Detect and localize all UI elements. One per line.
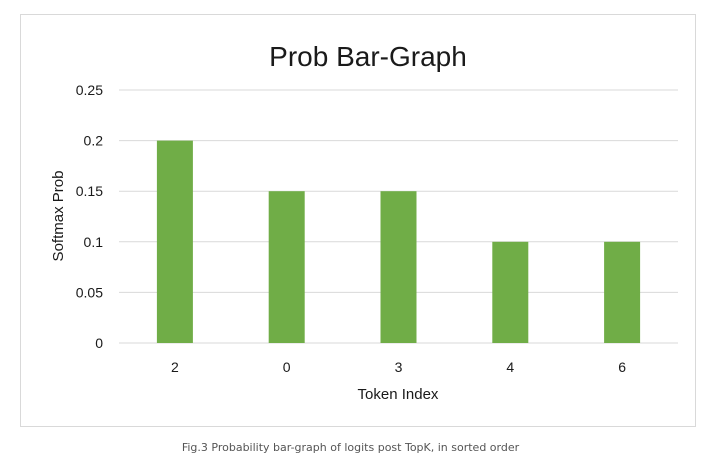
y-tick-label: 0.1 (84, 234, 104, 250)
bar-3 (380, 191, 417, 343)
bar-4 (492, 241, 529, 343)
x-tick-label: 2 (171, 359, 179, 375)
y-tick-label: 0 (95, 335, 103, 351)
x-tick-label: 6 (618, 359, 626, 375)
x-tick-label: 3 (395, 359, 403, 375)
gridlines (119, 89, 678, 344)
bar-6 (604, 241, 641, 343)
x-axis-label: Token Index (358, 386, 439, 403)
y-axis-label: Softmax Prob (50, 171, 67, 262)
bar-2 (156, 140, 193, 343)
y-tick-label: 0.05 (76, 284, 103, 300)
bar-0 (268, 191, 305, 343)
bars (156, 140, 641, 343)
figure-caption: Fig.3 Probability bar-graph of logits po… (181, 441, 520, 454)
x-tick-label: 0 (283, 359, 291, 375)
y-tick-label: 0.25 (76, 82, 103, 98)
y-tick-label: 0.15 (76, 183, 103, 199)
bar-chart: Prob Bar-Graph 0 0.05 0.1 0.15 0.2 0.25 2 0 3 4 6… (50, 41, 678, 403)
y-tick-label: 0.2 (84, 133, 104, 149)
y-axis-ticks: 0 0.05 0.1 0.15 0.2 0.25 (76, 82, 103, 351)
x-axis-ticks: 2 0 3 4 6 (171, 359, 626, 375)
x-tick-label: 4 (506, 359, 514, 375)
chart-frame (20, 14, 696, 427)
chart-title: Prob Bar-Graph (269, 41, 467, 72)
